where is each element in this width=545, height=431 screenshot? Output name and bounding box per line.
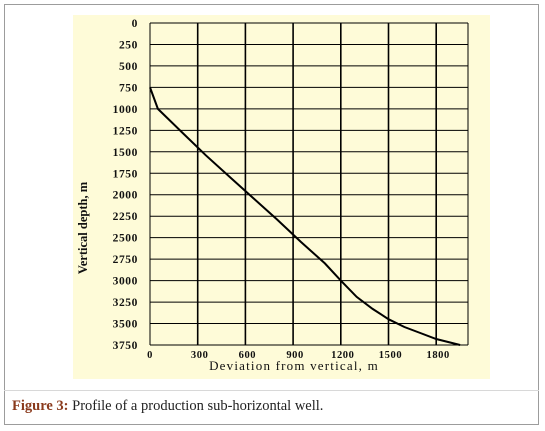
caption-text: Profile of a production sub-horizontal w… (72, 398, 324, 414)
caption-separator (4, 390, 539, 391)
well-profile-line (149, 87, 461, 346)
y-tick-label: 2000 (113, 190, 138, 202)
y-tick-label: 0 (132, 18, 138, 30)
x-tick-label: 300 (191, 350, 209, 361)
caption-label: Figure 3: (12, 398, 69, 414)
y-tick-label: 750 (119, 82, 138, 94)
y-tick-label: 1500 (113, 147, 138, 159)
grid-lines (149, 22, 469, 346)
x-tick-label: 900 (286, 350, 304, 361)
figure-caption: Figure 3: Profile of a production sub-ho… (12, 398, 323, 415)
y-tick-label: 3250 (113, 297, 138, 309)
y-tick-label: 500 (119, 61, 138, 73)
y-axis-label: Vertical depth, m (76, 181, 90, 274)
y-tick-label: 3750 (113, 340, 138, 352)
y-tick-label: 3500 (113, 319, 138, 331)
x-tick-label: 600 (239, 350, 257, 361)
y-tick-label: 2250 (113, 211, 138, 223)
y-tick-label: 1250 (113, 125, 138, 137)
y-tick-label: 1750 (113, 168, 138, 180)
y-tick-label: 3000 (113, 276, 138, 288)
x-tick-label: 1800 (426, 350, 449, 361)
x-axis-label: Deviation from vertical, m (209, 358, 379, 373)
x-tick-labels: 0 300 600 900 1200 1500 1800 (147, 350, 449, 361)
x-tick-label: 1500 (379, 350, 402, 361)
y-tick-label: 1000 (113, 104, 138, 116)
figure-frame (4, 4, 539, 425)
x-tick-label: 0 (147, 350, 153, 361)
y-tick-label: 2500 (113, 233, 138, 245)
x-tick-label: 1200 (331, 350, 354, 361)
y-tick-labels: 0 250 500 750 1000 1250 1500 1750 2000 2250 2500 27… (113, 18, 138, 352)
y-tick-label: 2750 (113, 254, 138, 266)
plot-area (73, 15, 490, 379)
y-tick-label: 250 (119, 39, 138, 51)
